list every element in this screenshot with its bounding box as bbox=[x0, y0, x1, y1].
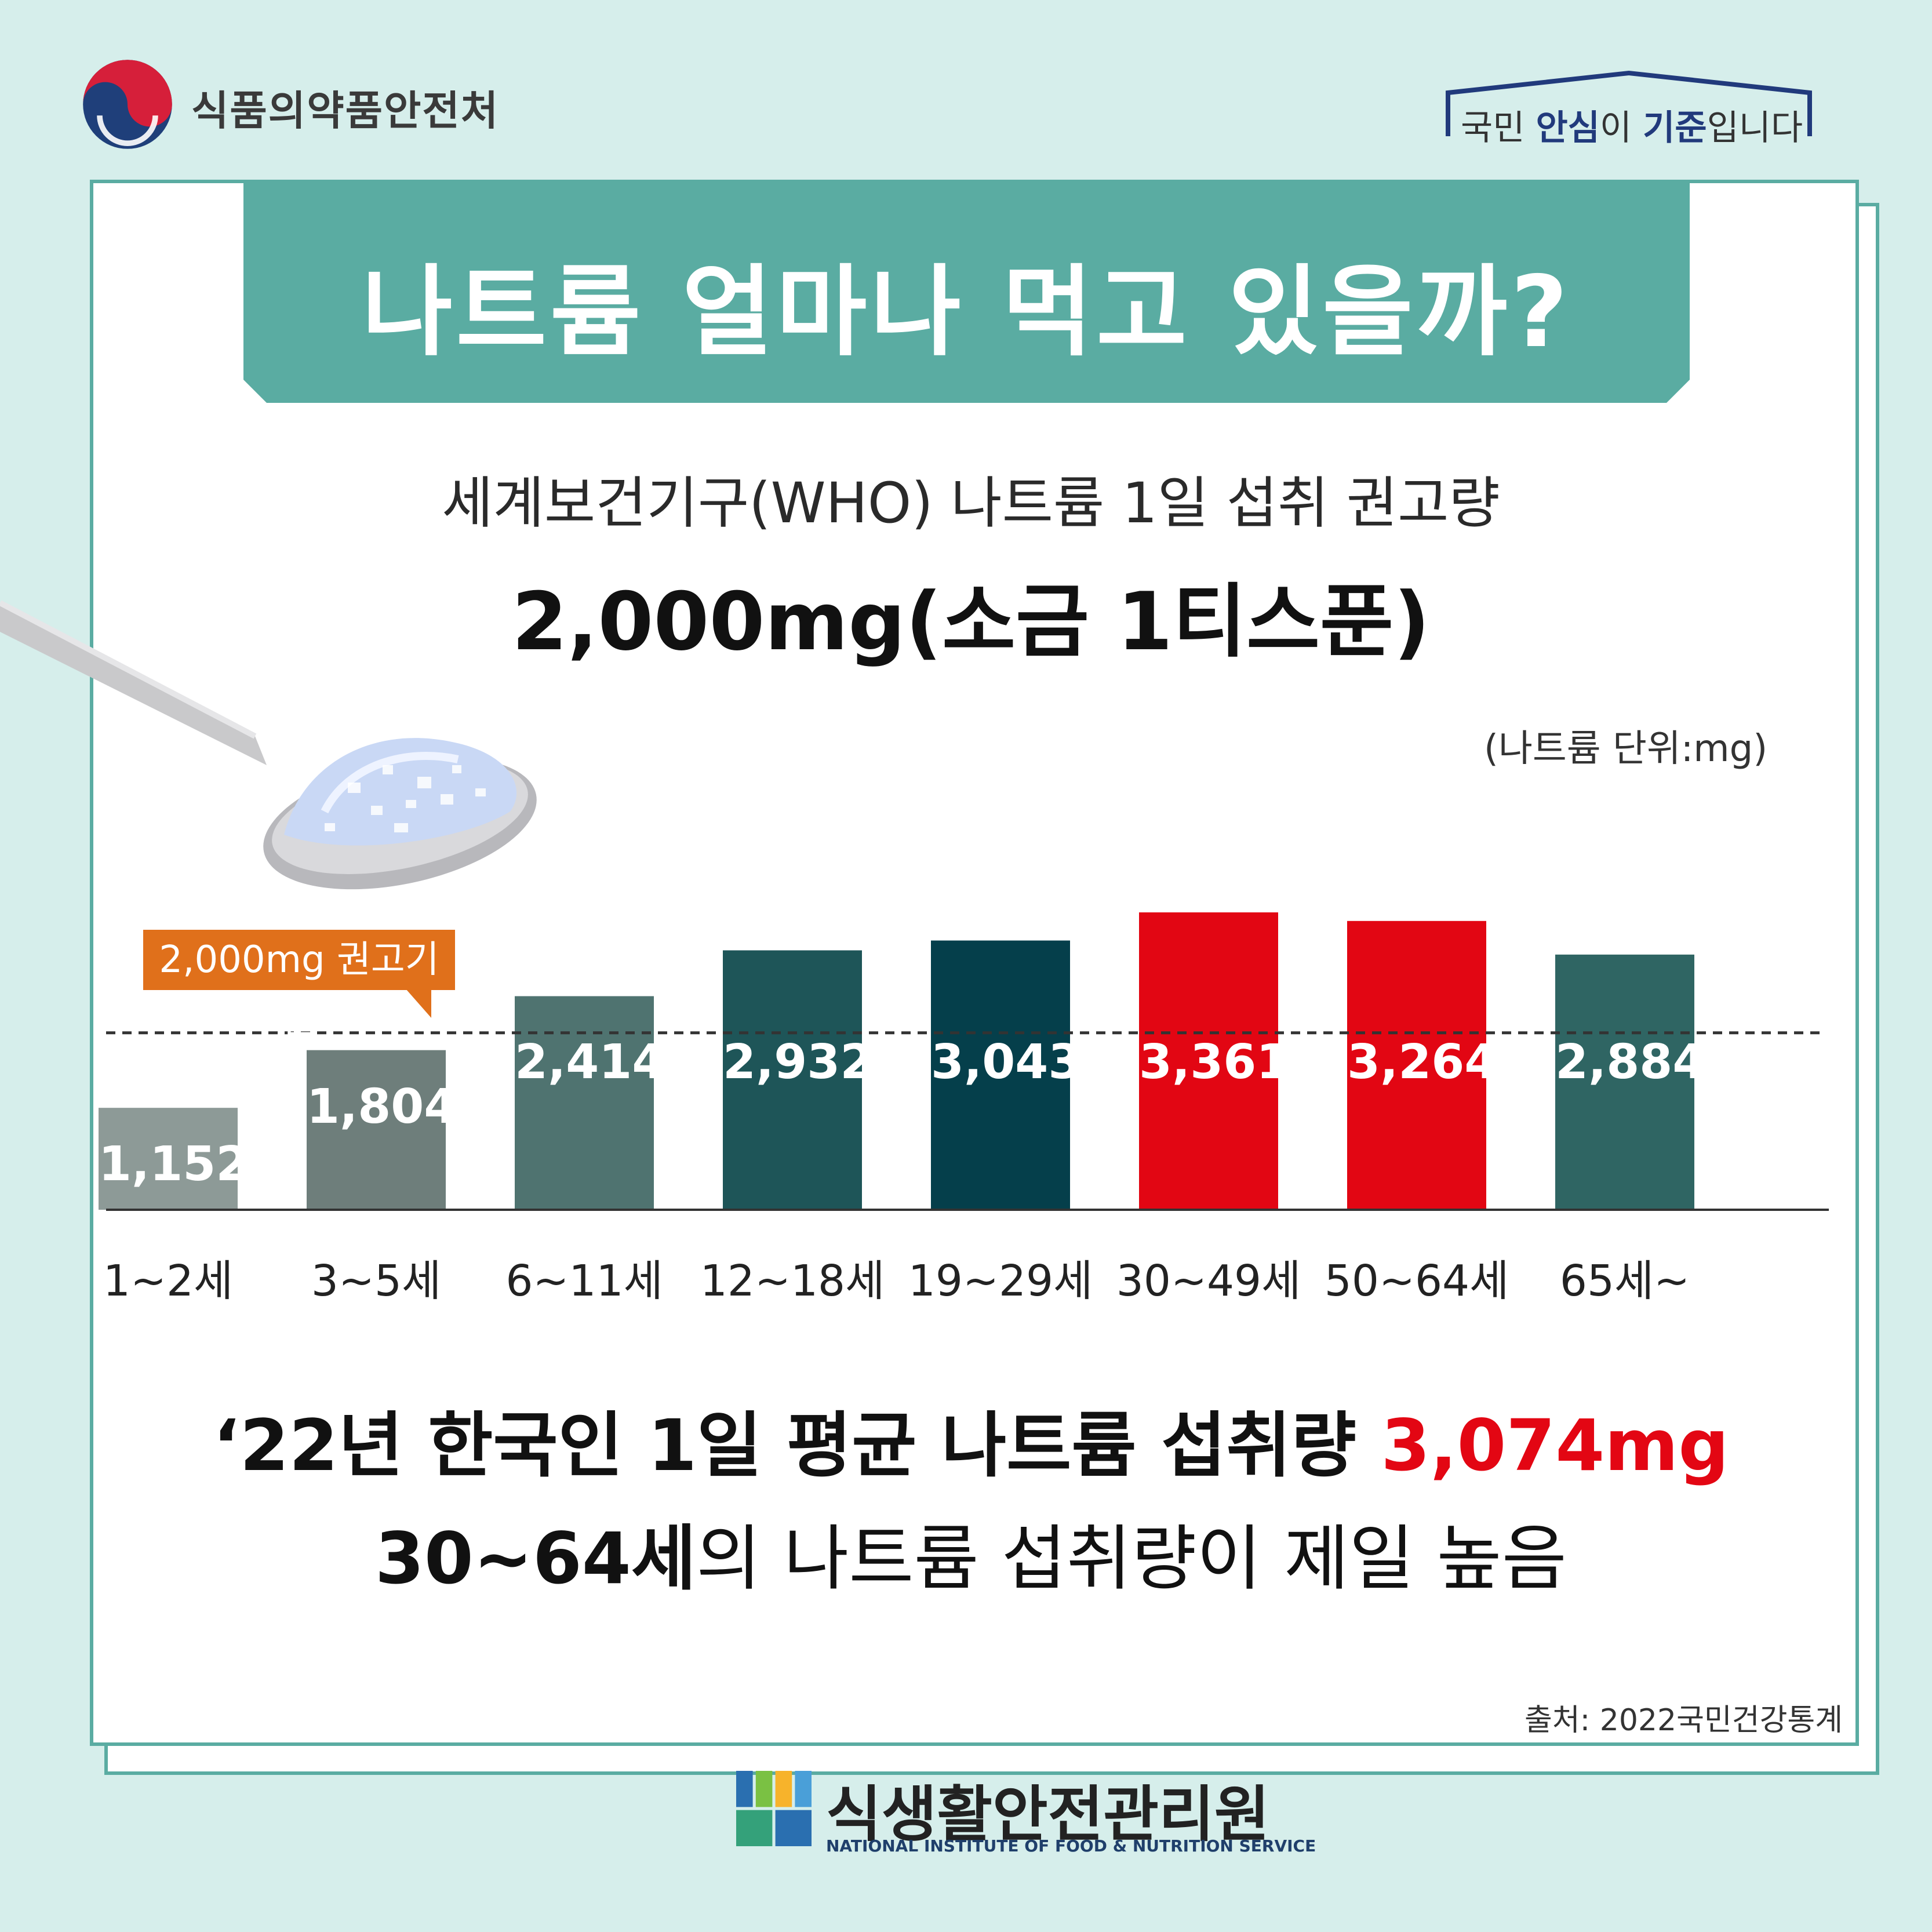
reference-label-pointer bbox=[406, 989, 431, 1018]
slogan: 국민 안심이 기준입니다 bbox=[1461, 108, 1803, 148]
bar-30~49세 bbox=[1139, 912, 1278, 1210]
bar-value-label: 2,932 bbox=[723, 1035, 874, 1090]
bar-12~18세 bbox=[723, 950, 862, 1210]
page-title: 나트륨 얼마나 먹고 있을까? bbox=[362, 255, 1571, 370]
who-recommended-amount: 2,000mg(소금 1티스푼) bbox=[511, 575, 1431, 668]
category-label: 19~29세 bbox=[908, 1256, 1093, 1306]
category-label: 6~11세 bbox=[505, 1256, 663, 1306]
institute-name: 식생활안전관리원 bbox=[826, 1779, 1270, 1850]
bar-value-label: 1,152 bbox=[99, 1137, 249, 1192]
bar-1~2세 bbox=[99, 1108, 238, 1210]
agency-name: 식품의약품안전처 bbox=[191, 87, 500, 134]
bar-value-label: 3,361 bbox=[1139, 1035, 1290, 1090]
average-intake-value: 3,074mg bbox=[1381, 1405, 1729, 1487]
reference-label: 2,000mg 권고기준 bbox=[143, 930, 455, 1042]
government-emblem-icon bbox=[83, 60, 172, 149]
nifs-logo-icon bbox=[736, 1771, 812, 1846]
bar-19~29세 bbox=[931, 940, 1070, 1210]
salt-spoon-illustration bbox=[0, 600, 537, 890]
unit-note: (나트륨 단위:mg) bbox=[1484, 727, 1768, 770]
bar-65세~ bbox=[1555, 954, 1694, 1210]
bar-3~5세 bbox=[307, 1050, 446, 1210]
category-label: 65세~ bbox=[1559, 1256, 1690, 1306]
slogan-frame bbox=[1446, 70, 1812, 136]
source-note: 출처: 2022국민건강통계 bbox=[1525, 1703, 1843, 1738]
category-label: 3~5세 bbox=[311, 1256, 442, 1306]
category-label: 12~18세 bbox=[700, 1256, 885, 1306]
bar-6~11세 bbox=[515, 996, 654, 1210]
category-label: 50~64세 bbox=[1324, 1256, 1509, 1306]
institute-english-name: NATIONAL INSTITUTE OF FOOD & NUTRITION S… bbox=[826, 1836, 1316, 1855]
who-recommendation-text: 세계보건기구(WHO) 나트륨 1일 섭취 권고량 bbox=[442, 471, 1500, 536]
bar-value-label: 2,884 bbox=[1555, 1035, 1706, 1090]
bar-50~64세 bbox=[1347, 920, 1486, 1210]
category-label: 30~49세 bbox=[1116, 1256, 1301, 1306]
title-banner bbox=[243, 180, 1690, 403]
bar-value-label: 2,414 bbox=[515, 1035, 665, 1090]
bar-value-label: 3,264 bbox=[1347, 1035, 1498, 1090]
bar-value-label: 1,804 bbox=[307, 1079, 457, 1134]
highest-group-summary: 30~64세의 나트륨 섭취량이 제일 높음 bbox=[374, 1518, 1567, 1600]
category-label: 1~2세 bbox=[103, 1256, 234, 1306]
bar-value-label: 3,043 bbox=[931, 1035, 1082, 1090]
average-intake-summary: ‘22년 한국인 1일 평균 나트륨 섭취량 3,074mg bbox=[213, 1405, 1729, 1487]
